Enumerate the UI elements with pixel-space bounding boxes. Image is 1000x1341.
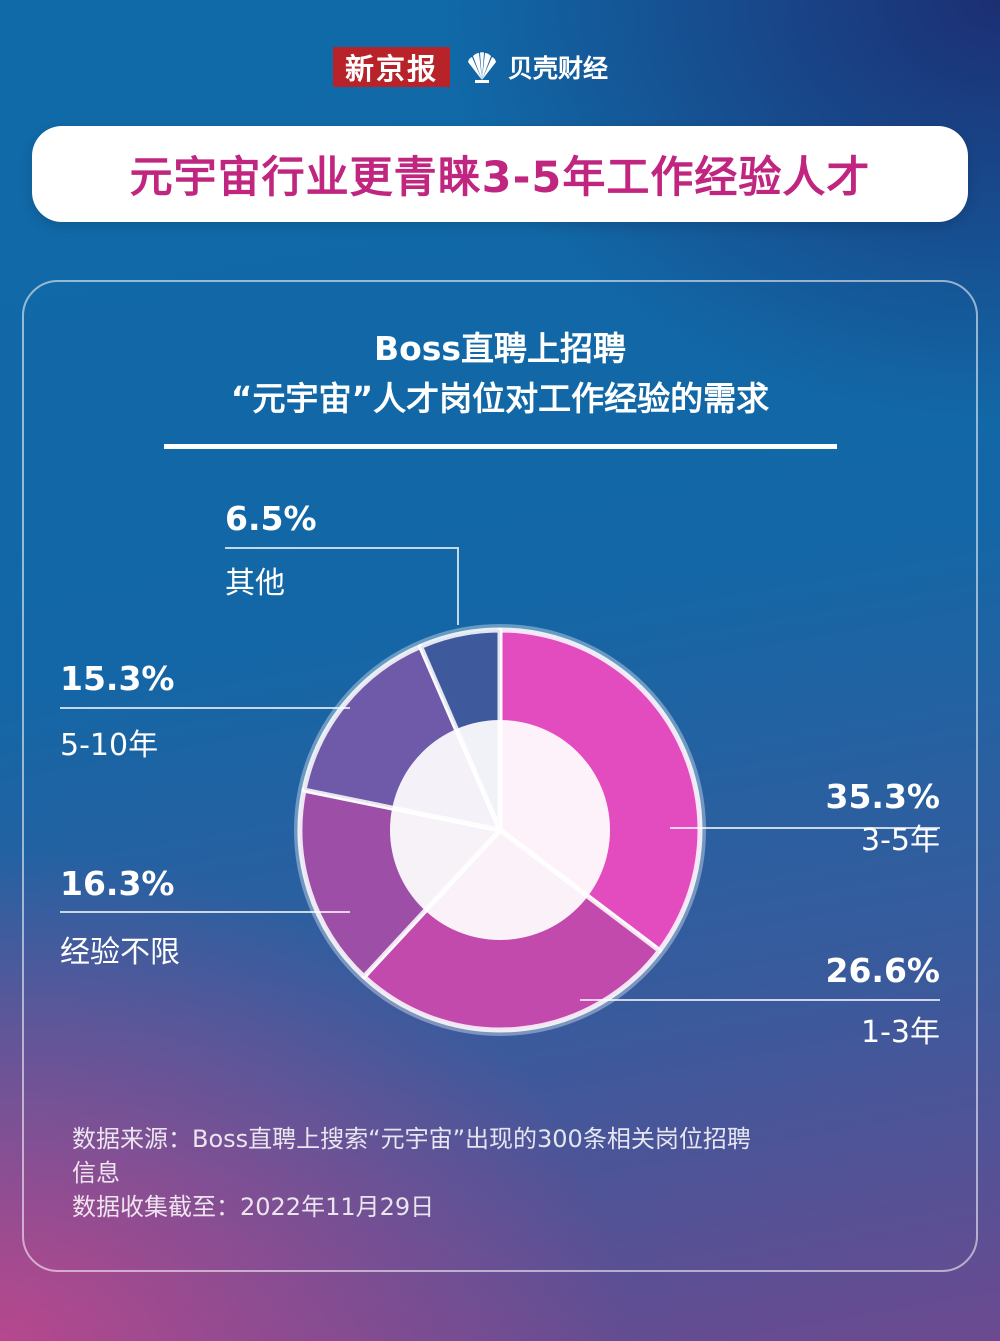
value-label-1: 26.6% [826, 951, 941, 990]
value-label-3: 15.3% [60, 659, 175, 698]
logo-row: 新京报 贝壳财经 [333, 47, 608, 87]
beike-logo: 贝壳财经 [462, 49, 608, 85]
leader-line-4 [225, 547, 459, 625]
chart-panel [22, 280, 978, 1272]
title-underline [164, 444, 837, 449]
category-label-4: 其他 [225, 566, 285, 601]
value-label-2: 16.3% [60, 864, 175, 903]
headline: 元宇宙行业更青睐3-5年工作经验人才 [129, 153, 871, 203]
category-label-2: 经验不限 [60, 935, 180, 970]
value-label-4: 6.5% [225, 499, 317, 538]
source-note: 数据来源：Boss直聘上搜索“元宇宙”出现的300条相关岗位招聘 信息 数据收集… [72, 1122, 932, 1224]
headline-banner: 元宇宙行业更青睐3-5年工作经验人才 [32, 126, 968, 222]
value-label-0: 35.3% [826, 777, 941, 816]
beike-logo-text: 贝壳财经 [508, 54, 609, 83]
chart-title-line1: Boss直聘上招聘 [373, 329, 627, 368]
chart-title-line2: “元宇宙”人才岗位对工作经验的需求 [230, 379, 770, 418]
donut-hole [390, 720, 610, 940]
source-line1: 数据来源：Boss直聘上搜索“元宇宙”出现的300条相关岗位招聘 [72, 1125, 751, 1153]
source-line2: 信息 [72, 1159, 120, 1187]
xinjingbao-logo: 新京报 [333, 47, 451, 87]
shell-icon [468, 52, 497, 83]
category-label-3: 5-10年 [60, 728, 158, 763]
category-label-0: 3-5年 [861, 823, 940, 858]
category-label-1: 1-3年 [861, 1015, 940, 1050]
donut-halo [294, 624, 706, 1036]
source-line3: 数据收集截至：2022年11月29日 [72, 1193, 435, 1221]
